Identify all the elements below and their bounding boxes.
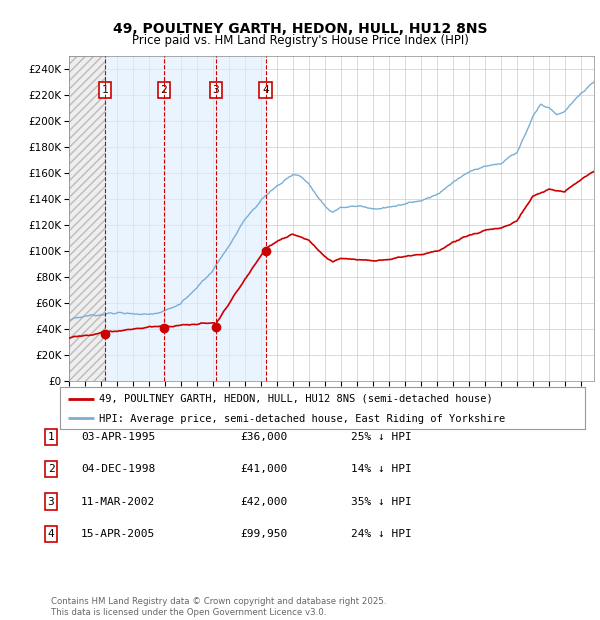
Text: 1: 1 — [101, 85, 109, 95]
Text: 11-MAR-2002: 11-MAR-2002 — [81, 497, 155, 507]
Bar — [69, 56, 105, 381]
Bar — [164, 56, 216, 381]
Text: 2: 2 — [47, 464, 55, 474]
Text: 49, POULTNEY GARTH, HEDON, HULL, HU12 8NS (semi-detached house): 49, POULTNEY GARTH, HEDON, HULL, HU12 8N… — [100, 394, 493, 404]
Text: 04-DEC-1998: 04-DEC-1998 — [81, 464, 155, 474]
Text: 35% ↓ HPI: 35% ↓ HPI — [351, 497, 412, 507]
Text: Price paid vs. HM Land Registry's House Price Index (HPI): Price paid vs. HM Land Registry's House … — [131, 34, 469, 47]
Text: 3: 3 — [47, 497, 55, 507]
Bar — [105, 56, 164, 381]
Text: 03-APR-1995: 03-APR-1995 — [81, 432, 155, 442]
Text: 2: 2 — [160, 85, 167, 95]
Text: £42,000: £42,000 — [240, 497, 287, 507]
Text: 14% ↓ HPI: 14% ↓ HPI — [351, 464, 412, 474]
Text: 3: 3 — [212, 85, 220, 95]
Text: HPI: Average price, semi-detached house, East Riding of Yorkshire: HPI: Average price, semi-detached house,… — [100, 414, 506, 423]
Text: 4: 4 — [47, 529, 55, 539]
Text: 15-APR-2005: 15-APR-2005 — [81, 529, 155, 539]
Bar — [69, 56, 105, 381]
Text: 1: 1 — [47, 432, 55, 442]
Text: 49, POULTNEY GARTH, HEDON, HULL, HU12 8NS: 49, POULTNEY GARTH, HEDON, HULL, HU12 8N… — [113, 22, 487, 36]
Text: £99,950: £99,950 — [240, 529, 287, 539]
Text: £41,000: £41,000 — [240, 464, 287, 474]
Text: 4: 4 — [262, 85, 269, 95]
Text: 25% ↓ HPI: 25% ↓ HPI — [351, 432, 412, 442]
Bar — [216, 56, 266, 381]
Text: £36,000: £36,000 — [240, 432, 287, 442]
Text: 24% ↓ HPI: 24% ↓ HPI — [351, 529, 412, 539]
Text: Contains HM Land Registry data © Crown copyright and database right 2025.
This d: Contains HM Land Registry data © Crown c… — [51, 598, 386, 617]
